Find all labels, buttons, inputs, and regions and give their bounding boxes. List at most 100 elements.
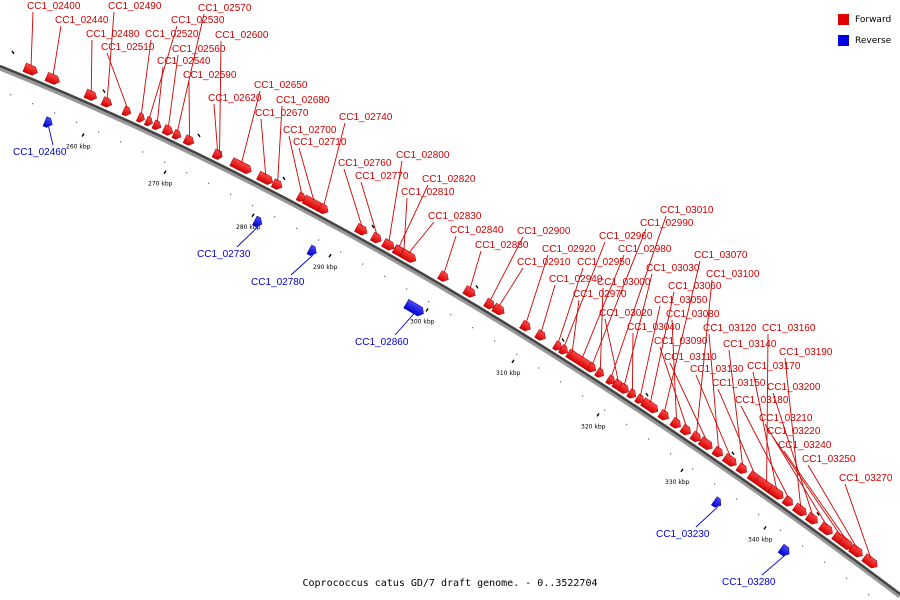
gene-label[interactable]: CC1_03270 (839, 473, 893, 484)
gene-label[interactable]: CC1_03110 (664, 352, 717, 363)
gene-arrow[interactable] (256, 170, 274, 186)
gene-arrow[interactable] (634, 393, 647, 406)
gene-arrow[interactable] (781, 495, 795, 508)
gene-arrow[interactable] (437, 270, 450, 284)
gene-arrow[interactable] (777, 543, 792, 558)
gene-label[interactable]: CC1_02740 (339, 112, 393, 123)
gene-arrow[interactable] (586, 362, 599, 374)
gene-label[interactable]: CC1_02820 (422, 174, 476, 185)
gene-arrow[interactable] (354, 223, 369, 237)
gene-arrow[interactable] (669, 417, 683, 430)
gene-arrow[interactable] (182, 134, 196, 147)
gene-label[interactable]: CC1_02900 (517, 226, 571, 237)
gene-label[interactable]: CC1_02940 (549, 274, 603, 285)
gene-arrow[interactable] (721, 452, 739, 468)
gene-label[interactable]: CC1_02570 (198, 3, 252, 14)
gene-arrow[interactable] (211, 148, 223, 161)
gene-arrow[interactable] (792, 502, 809, 518)
gene-arrow[interactable] (121, 105, 133, 118)
gene-arrow[interactable] (135, 112, 146, 124)
gene-label[interactable]: CC1_03160 (762, 323, 816, 334)
gene-label[interactable]: CC1_02600 (215, 30, 269, 41)
gene-arrow[interactable] (42, 116, 54, 129)
gene-arrow[interactable] (534, 329, 548, 343)
gene-arrow[interactable] (399, 248, 418, 265)
gene-label[interactable]: CC1_02710 (293, 137, 347, 148)
gene-label[interactable]: CC1_03190 (779, 347, 833, 358)
gene-arrow[interactable] (22, 62, 39, 77)
gene-label[interactable]: CC1_02520 (145, 29, 199, 40)
gene-arrow[interactable] (689, 430, 703, 444)
gene-label[interactable]: CC1_03050 (654, 295, 708, 306)
gene-label[interactable]: CC1_03010 (660, 205, 714, 216)
gene-label[interactable]: CC1_03150 (712, 378, 766, 389)
gene-arrow[interactable] (767, 484, 786, 502)
gene-arrow[interactable] (861, 553, 880, 571)
gene-arrow[interactable] (804, 511, 820, 526)
gene-label[interactable]: CC1_02590 (183, 70, 237, 81)
gene-arrow[interactable] (640, 397, 660, 415)
gene-label[interactable]: CC1_02650 (254, 80, 308, 91)
gene-label[interactable]: CC1_03280 (722, 577, 776, 588)
gene-label[interactable]: CC1_02620 (208, 93, 262, 104)
gene-label[interactable]: CC1_02440 (55, 15, 109, 26)
gene-label[interactable]: CC1_03020 (599, 308, 653, 319)
gene-arrow[interactable] (711, 445, 725, 459)
gene-label[interactable]: CC1_02760 (338, 158, 392, 169)
gene-label[interactable]: CC1_02920 (542, 244, 596, 255)
gene-label[interactable]: CC1_02400 (27, 1, 81, 12)
gene-label[interactable]: CC1_02970 (573, 289, 627, 300)
gene-label[interactable]: CC1_02510 (101, 42, 155, 53)
gene-label[interactable]: CC1_02780 (251, 277, 305, 288)
gene-arrow[interactable] (306, 244, 319, 258)
gene-label[interactable]: CC1_02730 (197, 249, 251, 260)
gene-label[interactable]: CC1_03140 (723, 339, 777, 350)
gene-label[interactable]: CC1_03170 (747, 361, 801, 372)
gene-arrow[interactable] (491, 302, 507, 317)
gene-arrow[interactable] (143, 116, 154, 127)
gene-arrow[interactable] (100, 96, 114, 109)
gene-label[interactable]: CC1_03090 (654, 336, 708, 347)
gene-label[interactable]: CC1_03230 (656, 529, 710, 540)
gene-arrow[interactable] (462, 285, 478, 300)
gene-arrow[interactable] (483, 297, 497, 311)
gene-label[interactable]: CC1_03080 (666, 309, 720, 320)
gene-label[interactable]: CC1_02680 (276, 95, 330, 106)
gene-label[interactable]: CC1_03120 (703, 323, 757, 334)
gene-label[interactable]: CC1_02560 (172, 44, 226, 55)
gene-arrow[interactable] (370, 231, 383, 245)
gene-arrow[interactable] (838, 536, 855, 552)
gene-arrow[interactable] (558, 344, 570, 357)
gene-arrow[interactable] (711, 496, 723, 510)
gene-arrow[interactable] (171, 129, 183, 141)
gene-arrow[interactable] (626, 388, 639, 401)
gene-arrow[interactable] (83, 88, 99, 102)
gene-label[interactable]: CC1_03130 (690, 364, 744, 375)
gene-label[interactable]: CC1_03060 (668, 281, 722, 292)
gene-label[interactable]: CC1_03250 (802, 454, 856, 465)
gene-arrow[interactable] (403, 298, 426, 318)
gene-label[interactable]: CC1_03240 (778, 440, 832, 451)
gene-label[interactable]: CC1_02460 (13, 147, 67, 158)
gene-arrow[interactable] (392, 244, 405, 258)
gene-arrow[interactable] (848, 543, 865, 560)
gene-arrow[interactable] (617, 382, 631, 396)
gene-label[interactable]: CC1_03210 (759, 413, 813, 424)
gene-label[interactable]: CC1_03070 (694, 250, 748, 261)
gene-label[interactable]: CC1_02830 (428, 211, 482, 222)
gene-label[interactable]: CC1_02540 (157, 56, 211, 67)
gene-arrow[interactable] (552, 340, 564, 353)
gene-arrow[interactable] (316, 202, 330, 216)
gene-label[interactable]: CC1_02480 (86, 29, 140, 40)
gene-arrow[interactable] (519, 319, 533, 333)
gene-arrow[interactable] (697, 436, 715, 452)
gene-label[interactable]: CC1_02490 (108, 1, 162, 12)
gene-label[interactable]: CC1_02990 (640, 218, 694, 229)
gene-arrow[interactable] (735, 462, 749, 476)
gene-arrow[interactable] (818, 521, 835, 538)
gene-label[interactable]: CC1_02880 (475, 240, 529, 251)
gene-arrow[interactable] (270, 178, 284, 192)
gene-label[interactable]: CC1_02960 (599, 231, 653, 242)
gene-label[interactable]: CC1_03000 (597, 277, 651, 288)
gene-label[interactable]: CC1_03220 (767, 426, 821, 437)
